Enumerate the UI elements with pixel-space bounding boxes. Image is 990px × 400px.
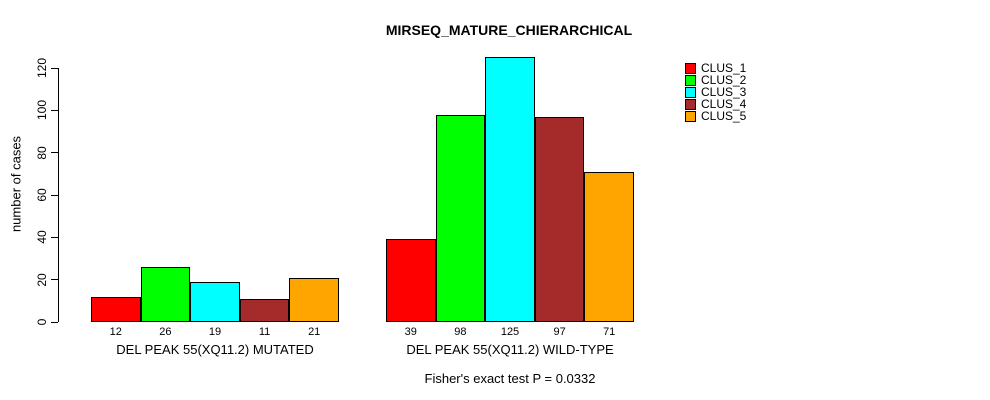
- legend-swatch: [685, 87, 696, 98]
- y-tick-label: 40: [35, 230, 49, 245]
- y-tick-label: 80: [35, 145, 49, 160]
- bar-value-label: 98: [454, 326, 467, 338]
- bar-clus_4-group1: [239, 298, 290, 322]
- y-tick-mark: [51, 279, 58, 281]
- y-tick-mark: [51, 194, 58, 196]
- bar-value-label: 11: [258, 326, 271, 338]
- bar-value-label: 71: [603, 326, 616, 338]
- legend-label: CLUS_5: [701, 109, 747, 123]
- y-tick-mark: [51, 109, 58, 111]
- bar-clus_2-group2: [435, 114, 486, 322]
- bar-clus_3-group1: [190, 281, 240, 322]
- legend-swatch: [685, 75, 696, 86]
- bar-clus_1-group2: [386, 239, 436, 322]
- bar-clus_1-group1: [91, 296, 141, 322]
- bar-value-label: 26: [159, 326, 172, 338]
- legend-label: CLUS_2: [701, 73, 747, 87]
- bar-clus_3-group2: [485, 57, 535, 322]
- y-tick-label: 100: [35, 100, 49, 121]
- y-tick-label: 20: [35, 272, 49, 287]
- y-axis-line: [58, 68, 59, 322]
- bar-value-label: 97: [553, 326, 566, 338]
- bar-value-label: 19: [208, 326, 222, 338]
- bar-clus_4-group2: [534, 116, 585, 322]
- legend-item-clus_2: CLUS_2: [685, 73, 747, 87]
- group-label-wildtype: DEL PEAK 55(XQ11.2) WILD-TYPE: [406, 342, 614, 357]
- y-tick-label: 120: [35, 57, 49, 79]
- legend-item-clus_4: CLUS_4: [685, 97, 747, 111]
- y-axis-label: number of cases: [8, 135, 24, 233]
- y-tick-mark: [51, 236, 58, 238]
- legend-label: CLUS_3: [701, 85, 747, 99]
- bar-value-label: 12: [109, 326, 122, 338]
- legend-item-clus_3: CLUS_3: [685, 85, 747, 99]
- legend-item-clus_5: CLUS_5: [685, 109, 747, 123]
- bar-clus_5-group2: [584, 171, 634, 322]
- legend-item-clus_1: CLUS_1: [685, 61, 747, 75]
- y-tick-label: 0: [35, 318, 49, 326]
- bar-clus_5-group1: [289, 277, 339, 322]
- y-tick-mark: [51, 321, 58, 323]
- legend-swatch: [685, 111, 696, 122]
- legend-swatch: [685, 63, 696, 74]
- chart-title: MIRSEQ_MATURE_CHIERARCHICAL: [385, 22, 633, 38]
- legend-swatch: [685, 99, 696, 110]
- bar-value-label: 39: [404, 326, 417, 338]
- y-tick-mark: [51, 152, 58, 154]
- bar-value-label: 125: [500, 326, 520, 338]
- legend: CLUS_1 CLUS_2 CLUS_3 CLUS_4 CLUS_5: [685, 61, 747, 123]
- group-label-mutated: DEL PEAK 55(XQ11.2) MUTATED: [116, 342, 314, 357]
- y-tick-mark: [51, 67, 58, 69]
- footnote-fisher-test: Fisher's exact test P = 0.0332: [424, 371, 596, 386]
- bar-clus_2-group1: [140, 266, 191, 322]
- legend-label: CLUS_1: [701, 61, 747, 75]
- bar-value-label: 21: [308, 326, 321, 338]
- legend-label: CLUS_4: [701, 97, 747, 111]
- y-tick-label: 60: [35, 188, 49, 202]
